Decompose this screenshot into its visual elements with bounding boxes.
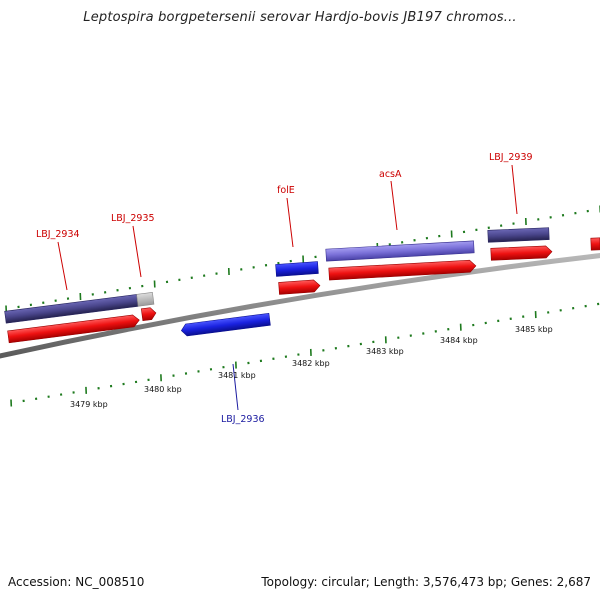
scale-label-3485: 3485 kbp: [515, 325, 553, 334]
gene-partial-right[interactable]: [591, 238, 600, 250]
topology-summary: Topology: circular; Length: 3,576,473 bp…: [261, 575, 591, 589]
scale-label-3484: 3484 kbp: [440, 336, 478, 345]
label-lbj-2939[interactable]: LBJ_2939: [489, 152, 533, 163]
map-title: Leptospira borgpetersenii serovar Hardjo…: [0, 10, 600, 25]
scale-label-3480: 3480 kbp: [144, 385, 182, 394]
label-lbj-2935[interactable]: LBJ_2935: [111, 213, 155, 224]
label-acsa[interactable]: acsA: [379, 169, 402, 180]
gene-fole-cds[interactable]: [279, 280, 321, 295]
gene-lbj-2939-cds[interactable]: [491, 246, 552, 261]
lower-tick-track: [11, 303, 598, 407]
label-lbj-2936[interactable]: LBJ_2936: [221, 414, 265, 425]
scale-label-3482: 3482 kbp: [292, 359, 330, 368]
feature-acsa[interactable]: [326, 241, 474, 261]
feature-lbj-2939[interactable]: [488, 228, 549, 243]
gene-acsa-cds[interactable]: [329, 260, 476, 280]
label-lbj-2934[interactable]: LBJ_2934: [36, 229, 80, 240]
accession-text: Accession: NC_008510: [8, 575, 144, 589]
scale-label-3481: 3481 kbp: [218, 371, 256, 380]
feature-fole[interactable]: [276, 262, 319, 277]
label-fole[interactable]: folE: [277, 185, 295, 196]
scale-label-3479: 3479 kbp: [70, 400, 108, 409]
gene-lbj-2935-cds[interactable]: [141, 307, 156, 321]
scale-label-3483: 3483 kbp: [366, 347, 404, 356]
